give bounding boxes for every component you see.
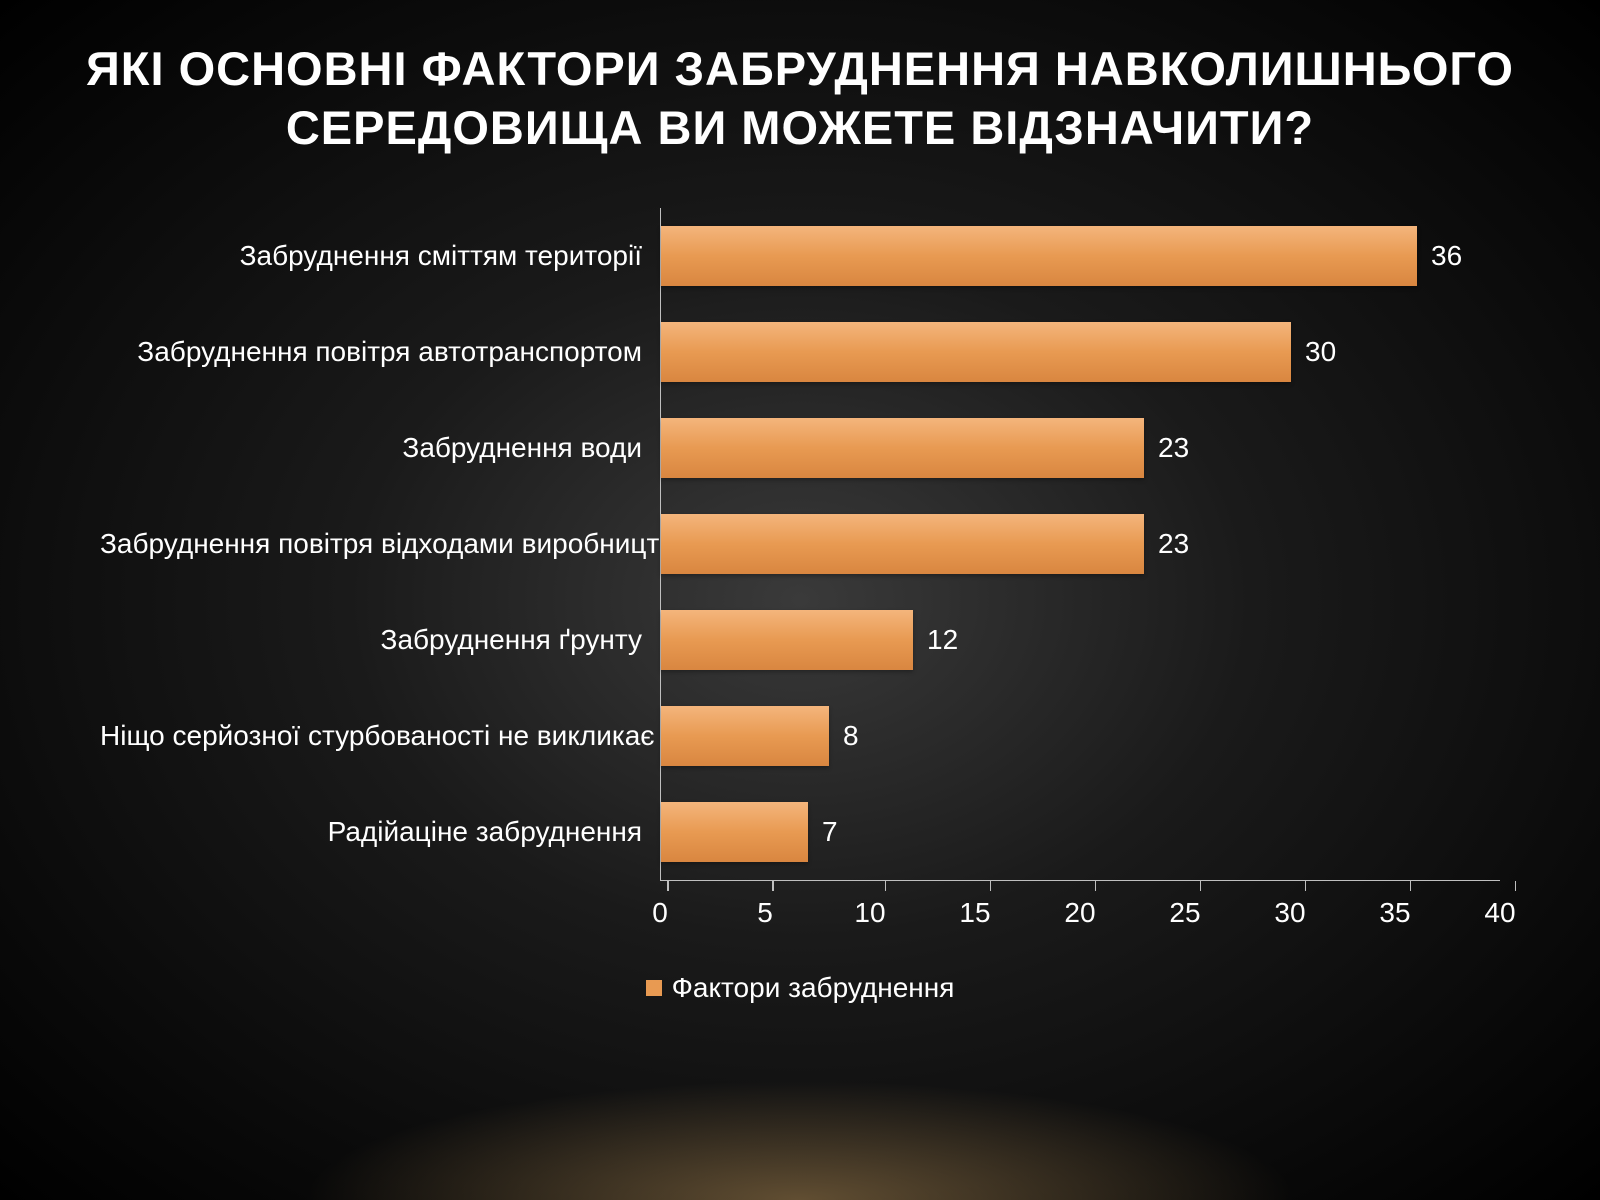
bar-row: Забруднення сміттям території36 [100, 208, 1500, 304]
tick-mark [667, 881, 669, 891]
chart-title: ЯКІ ОСНОВНІ ФАКТОРИ ЗАБРУДНЕННЯ НАВКОЛИШ… [60, 40, 1540, 158]
bar-row: Радійаціне забруднення7 [100, 784, 1500, 880]
tick-mark [1200, 881, 1202, 891]
category-label: Забруднення води [100, 432, 660, 464]
tick-label: 25 [1169, 897, 1200, 929]
bar-value: 36 [1417, 240, 1462, 272]
bar-value: 8 [829, 720, 859, 752]
category-label: Забруднення повітря відходами виробництв… [100, 528, 660, 560]
bar-row: Забруднення ґрунту12 [100, 592, 1500, 688]
tick-label: 5 [757, 897, 773, 929]
bar-value: 30 [1291, 336, 1336, 368]
x-tick: 15 [975, 881, 1006, 929]
tick-mark [772, 881, 774, 891]
chart-body: Забруднення сміттям території36Забруднен… [100, 208, 1500, 924]
bar-value: 12 [913, 624, 958, 656]
tick-label: 30 [1274, 897, 1305, 929]
tick-label: 10 [854, 897, 885, 929]
bar: 7 [661, 802, 808, 862]
tick-mark [885, 881, 887, 891]
bar-value: 23 [1144, 432, 1189, 464]
plot-cell: 23 [660, 496, 1500, 592]
tick-mark [1095, 881, 1097, 891]
bar: 23 [661, 418, 1144, 478]
x-tick: 20 [1080, 881, 1111, 929]
bar-value: 23 [1144, 528, 1189, 560]
x-tick: 25 [1185, 881, 1216, 929]
axis-ticks: 0510152025303540 [660, 880, 1500, 924]
bar-row: Забруднення повітря автотранспортом30 [100, 304, 1500, 400]
tick-label: 40 [1484, 897, 1515, 929]
legend-label: Фактори забруднення [672, 972, 955, 1004]
x-tick: 40 [1500, 881, 1531, 929]
bar-row: Забруднення повітря відходами виробництв… [100, 496, 1500, 592]
tick-mark [990, 881, 992, 891]
legend-swatch [646, 980, 662, 996]
tick-mark [1515, 881, 1517, 891]
bar: 36 [661, 226, 1417, 286]
axis-spacer [100, 880, 660, 924]
x-tick: 5 [765, 881, 781, 929]
bar: 12 [661, 610, 913, 670]
chart-area: Забруднення сміттям території36Забруднен… [60, 208, 1540, 1004]
bar-row: Ніщо серйозної стурбованості не викликає… [100, 688, 1500, 784]
bar: 30 [661, 322, 1291, 382]
x-axis: 0510152025303540 [100, 880, 1500, 924]
bars-region: Забруднення сміттям території36Забруднен… [100, 208, 1500, 880]
tick-mark [1305, 881, 1307, 891]
x-tick: 0 [660, 881, 676, 929]
plot-cell: 12 [660, 592, 1500, 688]
tick-label: 0 [652, 897, 668, 929]
x-tick: 30 [1290, 881, 1321, 929]
category-label: Забруднення ґрунту [100, 624, 660, 656]
bar-row: Забруднення води23 [100, 400, 1500, 496]
bar-value: 7 [808, 816, 838, 848]
tick-mark [1410, 881, 1412, 891]
tick-label: 20 [1064, 897, 1095, 929]
plot-cell: 8 [660, 688, 1500, 784]
x-tick: 35 [1395, 881, 1426, 929]
tick-label: 35 [1379, 897, 1410, 929]
plot-cell: 23 [660, 400, 1500, 496]
plot-cell: 36 [660, 208, 1500, 304]
legend: Фактори забруднення [646, 972, 955, 1004]
x-tick: 10 [870, 881, 901, 929]
plot-cell: 30 [660, 304, 1500, 400]
tick-label: 15 [959, 897, 990, 929]
category-label: Забруднення повітря автотранспортом [100, 336, 660, 368]
category-label: Ніщо серйозної стурбованості не викликає [100, 720, 660, 752]
bar: 8 [661, 706, 829, 766]
category-label: Радійаціне забруднення [100, 816, 660, 848]
plot-cell: 7 [660, 784, 1500, 880]
bar: 23 [661, 514, 1144, 574]
slide-container: ЯКІ ОСНОВНІ ФАКТОРИ ЗАБРУДНЕННЯ НАВКОЛИШ… [0, 0, 1600, 1200]
category-label: Забруднення сміттям території [100, 240, 660, 272]
